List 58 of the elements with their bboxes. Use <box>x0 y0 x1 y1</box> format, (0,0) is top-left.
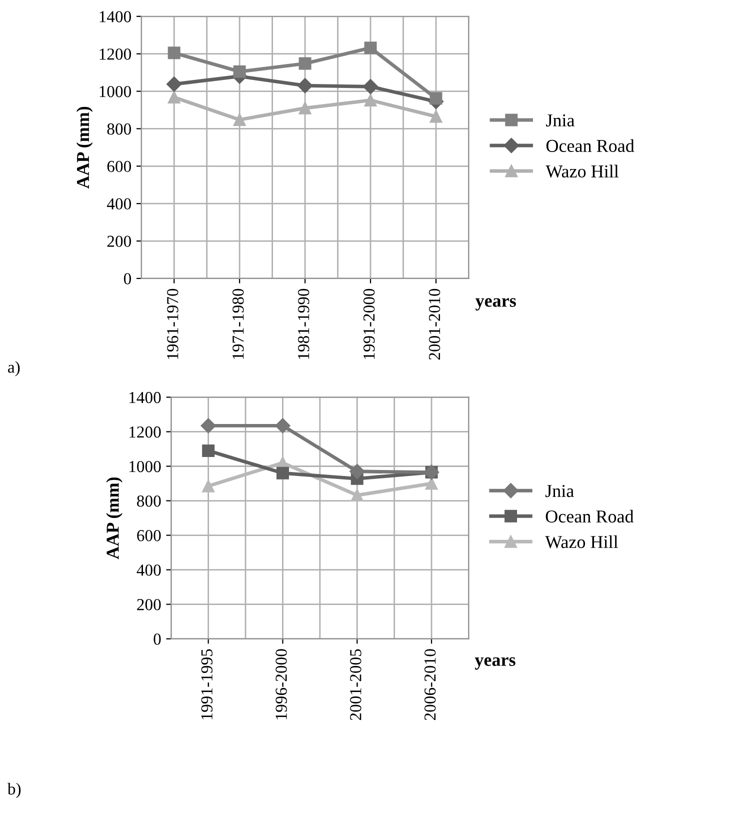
y-tick-label: 400 <box>136 564 161 576</box>
point <box>297 78 313 94</box>
point <box>364 94 377 106</box>
x-tick-label: 1981-1990 <box>298 288 310 359</box>
y-tick-label: 1200 <box>130 426 161 438</box>
text: a) <box>8 361 20 376</box>
point <box>430 110 442 123</box>
y-tick-label: 0 <box>154 634 161 645</box>
point <box>168 46 180 60</box>
y-tick-label: 800 <box>137 495 161 507</box>
x-axis-title: years <box>474 657 516 670</box>
legend-label: Ocean Road <box>546 139 634 152</box>
legend-label: Ocean Road <box>546 510 634 523</box>
point <box>233 65 246 78</box>
y-tick-label: 200 <box>137 599 161 610</box>
x-tick-label: 1961-1970 <box>167 288 178 359</box>
x-tick-label: 2001-2010 <box>428 288 440 360</box>
y-tick-label: 0 <box>124 273 131 284</box>
y-tick-label: 1000 <box>100 86 131 98</box>
point <box>298 102 312 114</box>
y-tick-label: 600 <box>137 530 161 542</box>
point <box>350 464 365 479</box>
legend-label: Wazo Hill <box>545 535 618 548</box>
point <box>200 418 216 434</box>
legend-label: Wazo Hill <box>546 164 619 178</box>
x-tick-label: 1971-1980 <box>232 288 244 359</box>
point <box>275 418 290 434</box>
y-tick-label: 1000 <box>130 460 161 472</box>
point <box>276 466 289 480</box>
point <box>425 477 438 490</box>
y-tick-label: 400 <box>106 198 131 210</box>
x-tick-label: 1991-2000 <box>363 288 375 359</box>
point <box>430 92 442 105</box>
x-tick-label: 2006-2010 <box>424 649 436 720</box>
y-tick-label: 1400 <box>130 392 161 404</box>
point <box>168 91 180 104</box>
point <box>362 79 378 94</box>
y-tick-label: 1200 <box>100 48 131 60</box>
x-tick-label: 1996-2000 <box>276 649 287 720</box>
point <box>298 57 312 70</box>
y-tick-label: 200 <box>107 236 131 247</box>
point <box>364 42 377 54</box>
point <box>233 113 246 126</box>
y-tick-label: 600 <box>107 160 131 172</box>
point <box>166 76 182 92</box>
text: b) <box>7 782 21 798</box>
y-axis-title: AAP (mm) <box>106 477 123 560</box>
x-tick-label: 1991-1995 <box>201 649 212 720</box>
y-axis-title: AAP (mm) <box>76 106 93 189</box>
legend-label: Jnia <box>545 484 574 498</box>
y-tick-label: 1400 <box>100 11 131 22</box>
x-axis-title: years <box>475 298 516 311</box>
y-tick-label: 800 <box>107 123 131 135</box>
point <box>202 444 215 457</box>
point <box>350 488 364 502</box>
point <box>202 480 215 492</box>
legend-label: Jnia <box>546 114 575 126</box>
x-tick-label: 2001-2005 <box>350 649 362 720</box>
